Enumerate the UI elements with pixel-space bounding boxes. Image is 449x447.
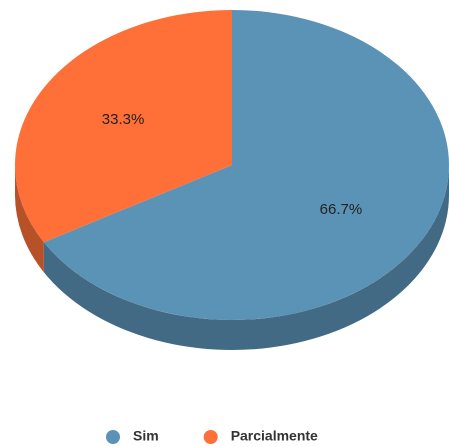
legend-label: Sim — [133, 428, 159, 444]
data-label: 33.3% — [102, 111, 145, 128]
pie-side — [15, 165, 44, 273]
legend: Sim Parcialmente — [106, 428, 318, 444]
legend-swatch — [203, 430, 218, 444]
data-label: 66.7% — [320, 201, 363, 218]
legend-label: Parcialmente — [231, 428, 318, 444]
pie-slice — [43, 10, 449, 320]
legend-swatch — [106, 430, 120, 444]
pie-slice — [14, 10, 233, 243]
pie-side — [43, 165, 449, 350]
